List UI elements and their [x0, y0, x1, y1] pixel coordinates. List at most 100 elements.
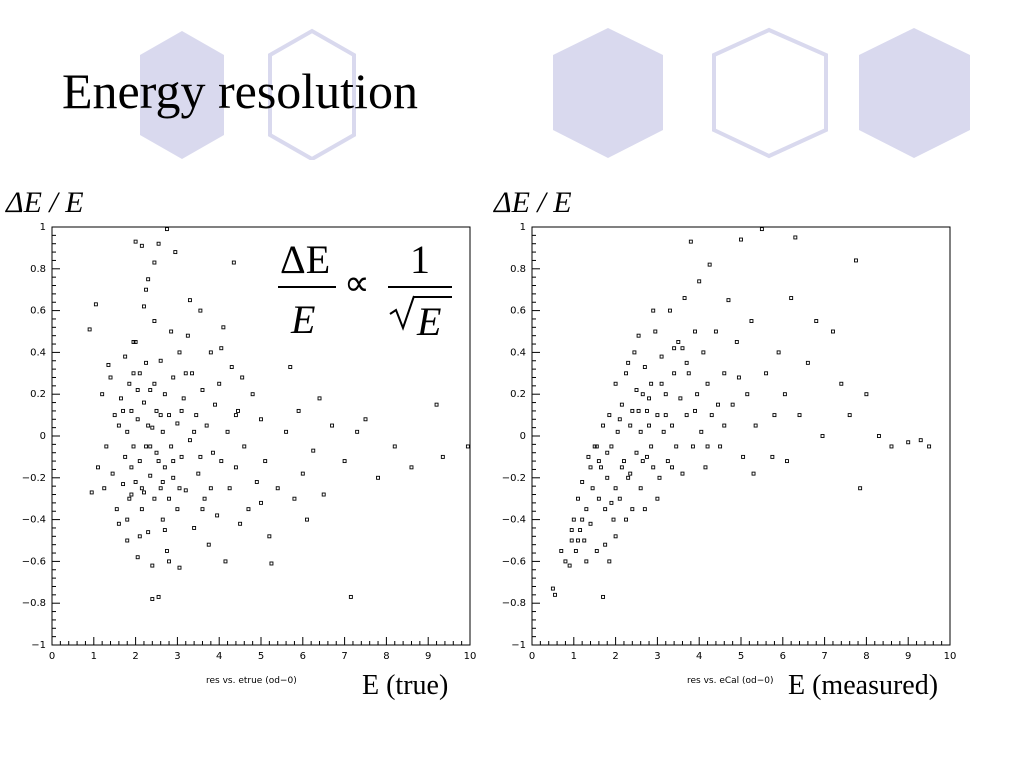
x-tick-label: 1 — [571, 651, 577, 662]
y-tick-label: 0.2 — [510, 389, 526, 400]
data-point — [171, 459, 176, 464]
data-point — [722, 371, 727, 376]
data-point — [858, 486, 863, 491]
x-tick-label: 2 — [612, 651, 618, 662]
data-point — [764, 371, 769, 376]
data-point — [651, 465, 656, 470]
y-tick-label: −0.6 — [502, 556, 526, 567]
data-point — [586, 454, 591, 459]
data-point — [569, 538, 574, 543]
data-point — [695, 392, 700, 397]
data-point — [626, 360, 631, 365]
x-tick-label: 0 — [529, 651, 535, 662]
data-point — [148, 388, 153, 392]
data-point — [580, 480, 585, 484]
data-point — [713, 329, 718, 334]
left-y-axis-label: ΔE / E — [6, 186, 84, 219]
data-point — [144, 444, 149, 449]
data-point — [342, 459, 347, 464]
data-point — [831, 329, 835, 334]
formula-denominator-right: E — [417, 299, 442, 344]
hexagon-filled-3 — [859, 28, 970, 158]
data-point — [363, 417, 368, 422]
data-point — [250, 392, 255, 397]
data-point — [288, 365, 293, 369]
data-point — [655, 413, 660, 418]
y-tick-label: −0.8 — [502, 598, 526, 609]
data-point — [644, 408, 649, 413]
x-tick-label: 10 — [464, 651, 477, 662]
data-point — [770, 454, 775, 459]
resolution-formula: ΔE E ∝ 1 E — [276, 236, 456, 344]
data-point — [603, 542, 608, 547]
data-point — [148, 473, 153, 478]
data-point — [707, 262, 712, 267]
x-tick-label: 5 — [258, 651, 264, 662]
data-point — [592, 444, 597, 449]
data-point — [697, 279, 702, 284]
data-point — [605, 450, 610, 455]
formula-fraction-bar-left — [278, 286, 336, 288]
data-point — [594, 549, 599, 553]
x-tick-label: 6 — [780, 651, 786, 662]
data-point — [87, 327, 92, 332]
data-point — [219, 459, 224, 464]
data-point — [162, 465, 167, 470]
data-point — [171, 475, 176, 480]
data-point — [797, 413, 802, 418]
data-point — [125, 429, 130, 434]
data-point — [215, 513, 220, 518]
data-point — [684, 360, 689, 365]
data-point — [254, 480, 259, 484]
data-point — [129, 408, 134, 413]
data-point — [119, 396, 123, 401]
data-point — [624, 371, 629, 376]
data-point — [716, 402, 720, 407]
data-point — [559, 549, 564, 553]
data-point — [657, 475, 662, 480]
right-scatter-plot: 0 1 2 3 4 5 6 7 8 9 10 1 0.8 0.6 0.4 0.2 0 −0.2 −0.4 −0.6 −0… — [502, 222, 957, 662]
data-point — [553, 592, 557, 597]
data-point — [906, 440, 911, 445]
data-point — [686, 371, 691, 376]
data-point — [198, 308, 203, 313]
data-point — [123, 354, 128, 359]
data-point — [154, 408, 159, 413]
data-point — [571, 517, 576, 522]
data-point — [876, 434, 881, 438]
data-point — [160, 429, 165, 434]
data-point — [208, 486, 213, 491]
data-point — [217, 381, 222, 386]
data-point — [659, 381, 664, 386]
data-point — [730, 402, 735, 407]
data-point — [146, 277, 151, 282]
data-point — [175, 421, 180, 426]
data-point — [734, 339, 739, 344]
data-point — [108, 375, 113, 380]
data-point — [619, 402, 624, 407]
data-point — [636, 333, 641, 338]
x-tick-label: 8 — [863, 651, 869, 662]
data-point — [651, 308, 656, 313]
data-point — [567, 563, 572, 568]
data-point — [210, 450, 215, 455]
data-point — [292, 496, 297, 501]
data-point — [573, 549, 578, 553]
data-point — [146, 423, 151, 428]
data-point — [179, 454, 184, 459]
data-point — [131, 339, 136, 344]
data-point — [127, 496, 132, 501]
data-point — [233, 465, 238, 470]
data-point — [582, 538, 587, 543]
x-tick-label: 0 — [49, 651, 55, 662]
data-point — [814, 319, 819, 324]
data-point — [569, 528, 574, 532]
data-point — [624, 517, 629, 522]
data-point — [150, 425, 155, 430]
data-point — [89, 490, 94, 495]
data-point — [311, 448, 316, 453]
data-point — [213, 402, 217, 407]
data-point — [601, 423, 606, 428]
data-point — [617, 496, 622, 501]
right-y-axis-label: ΔE / E — [494, 186, 572, 219]
